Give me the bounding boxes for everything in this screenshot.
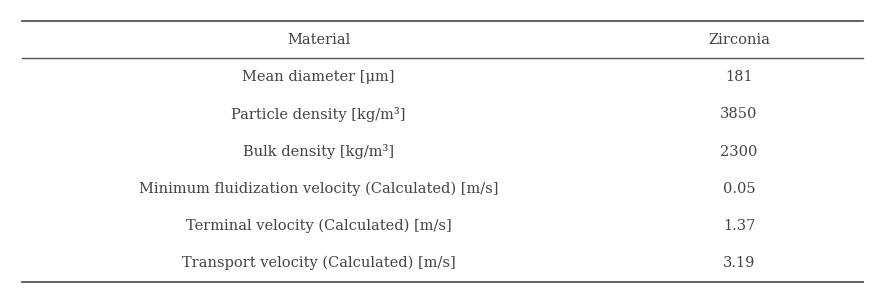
Text: Terminal velocity (Calculated) [m/s]: Terminal velocity (Calculated) [m/s]	[186, 219, 451, 233]
Text: Minimum fluidization velocity (Calculated) [m/s]: Minimum fluidization velocity (Calculate…	[139, 181, 498, 196]
Text: 2300: 2300	[720, 145, 758, 158]
Text: Particle density [kg/m³]: Particle density [kg/m³]	[231, 107, 406, 122]
Text: Zirconia: Zirconia	[708, 33, 770, 47]
Text: Bulk density [kg/m³]: Bulk density [kg/m³]	[243, 144, 394, 159]
Text: 3850: 3850	[720, 107, 758, 121]
Text: 181: 181	[725, 70, 753, 84]
Text: Mean diameter [μm]: Mean diameter [μm]	[242, 70, 395, 84]
Text: 3.19: 3.19	[723, 256, 755, 270]
Text: 0.05: 0.05	[723, 182, 755, 196]
Text: Transport velocity (Calculated) [m/s]: Transport velocity (Calculated) [m/s]	[181, 256, 456, 270]
Text: Material: Material	[287, 33, 350, 47]
Text: 1.37: 1.37	[723, 219, 755, 233]
